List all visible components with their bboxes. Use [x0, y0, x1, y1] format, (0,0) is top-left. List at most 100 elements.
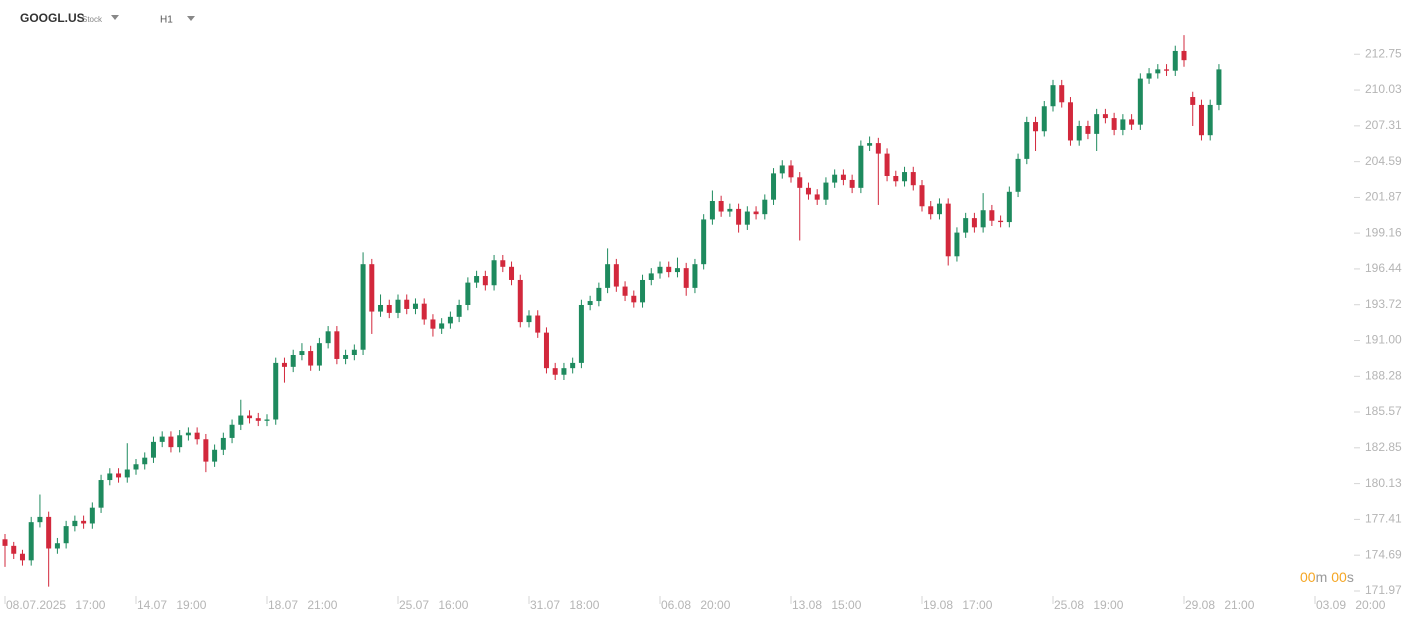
candle-body	[500, 260, 506, 267]
y-tick-label: 188.28	[1365, 368, 1402, 382]
candle-body	[133, 464, 139, 470]
candle-body	[578, 304, 584, 363]
candle-body	[683, 268, 689, 288]
candle-body	[1033, 122, 1039, 132]
candle-body	[797, 177, 803, 188]
candle-body	[543, 332, 549, 369]
candle-body	[395, 299, 401, 313]
candle-body	[360, 264, 366, 350]
y-tick-label: 204.59	[1365, 154, 1402, 168]
symbol-selector[interactable]: GOOGL.US Stock	[20, 11, 119, 25]
candle-body	[928, 206, 934, 215]
candle-body	[378, 304, 384, 312]
candle-body	[299, 351, 305, 356]
x-tick-label: 13.08 15:00	[792, 598, 862, 612]
candle-body	[753, 211, 759, 215]
candle-body	[1120, 119, 1126, 130]
candle-body	[779, 165, 785, 174]
candle-body	[989, 210, 995, 221]
countdown-minutes-unit: m	[1316, 569, 1328, 585]
symbol[interactable]: GOOGL.US	[20, 11, 85, 25]
candle-body	[954, 232, 960, 257]
countdown-seconds-unit: s	[1347, 569, 1354, 585]
candle-body	[482, 276, 488, 286]
candle-body	[185, 432, 191, 436]
candle-body	[1085, 125, 1091, 134]
candle-body	[412, 303, 418, 309]
candle-body	[832, 174, 838, 183]
candle-body	[203, 439, 209, 462]
candle-body	[1155, 69, 1161, 74]
y-tick-label: 201.87	[1365, 190, 1402, 204]
candle-body	[613, 264, 619, 287]
y-tick-label: 193.72	[1365, 297, 1402, 311]
candle-body	[2, 539, 8, 546]
candle-body	[736, 208, 742, 225]
candle-body	[89, 507, 95, 524]
candle-body	[491, 260, 497, 286]
candle-body	[1207, 104, 1213, 136]
candle-body	[936, 203, 942, 215]
candle-body	[622, 286, 628, 296]
candle-body	[194, 432, 200, 440]
countdown-seconds: 00	[1331, 569, 1347, 585]
candle-body	[150, 441, 156, 458]
candle-body	[823, 182, 829, 200]
candle-body	[465, 282, 471, 305]
candle-body	[238, 415, 244, 425]
candle-body	[316, 343, 322, 366]
candle-body	[81, 520, 87, 524]
candle-body	[701, 219, 707, 265]
dropdown-arrow[interactable]	[187, 16, 195, 21]
instrument-type: Stock	[82, 15, 103, 24]
candle-body	[1111, 118, 1117, 130]
candle-body	[971, 218, 977, 228]
candle-body	[919, 185, 925, 207]
candle-body	[116, 473, 122, 478]
candle-body	[421, 303, 427, 320]
candle-body	[28, 522, 34, 561]
candle-body	[343, 355, 349, 359]
candle-body	[247, 415, 253, 419]
dropdown-arrow[interactable]	[111, 15, 119, 20]
candle-body	[107, 473, 113, 481]
candle-body	[404, 299, 410, 309]
plot-area: 212.75 210.03 207.31 204.59 201.87 199.16 196.…	[2, 35, 1402, 612]
candle-body	[858, 145, 864, 188]
y-tick-label: 212.75	[1365, 46, 1402, 60]
candle-body	[439, 323, 445, 329]
candle-body	[447, 316, 453, 324]
candle-body	[605, 264, 611, 288]
candle-body	[805, 187, 811, 195]
candle-body	[1216, 69, 1222, 105]
y-tick-label: 196.44	[1365, 261, 1402, 275]
candle-body	[1015, 158, 1021, 192]
y-tick-label: 207.31	[1365, 118, 1402, 132]
candle-body	[535, 315, 541, 333]
candle-body	[273, 362, 279, 420]
candle-body	[788, 165, 794, 178]
candle-body	[430, 319, 436, 329]
candle-body	[1094, 114, 1100, 134]
timeframe-selector[interactable]: H1	[160, 15, 195, 26]
timeframe[interactable]: H1	[160, 15, 173, 26]
candle-body	[1006, 191, 1012, 223]
candle-body	[692, 264, 698, 288]
candle-body	[674, 268, 680, 273]
candle-body	[1137, 78, 1143, 125]
countdown-minutes: 00	[1300, 569, 1316, 585]
candle-body	[255, 418, 261, 421]
candle-body	[1102, 114, 1108, 119]
candle-body	[648, 273, 654, 280]
candle-body	[264, 419, 270, 421]
candle-body	[290, 355, 296, 367]
candle-body	[875, 143, 881, 154]
candle-body	[884, 153, 890, 176]
candle-body	[509, 266, 515, 280]
candle-body	[229, 424, 235, 438]
candle-body	[945, 203, 951, 257]
candle-body	[351, 349, 357, 356]
candle-body	[910, 172, 916, 186]
candle-body	[771, 173, 777, 200]
